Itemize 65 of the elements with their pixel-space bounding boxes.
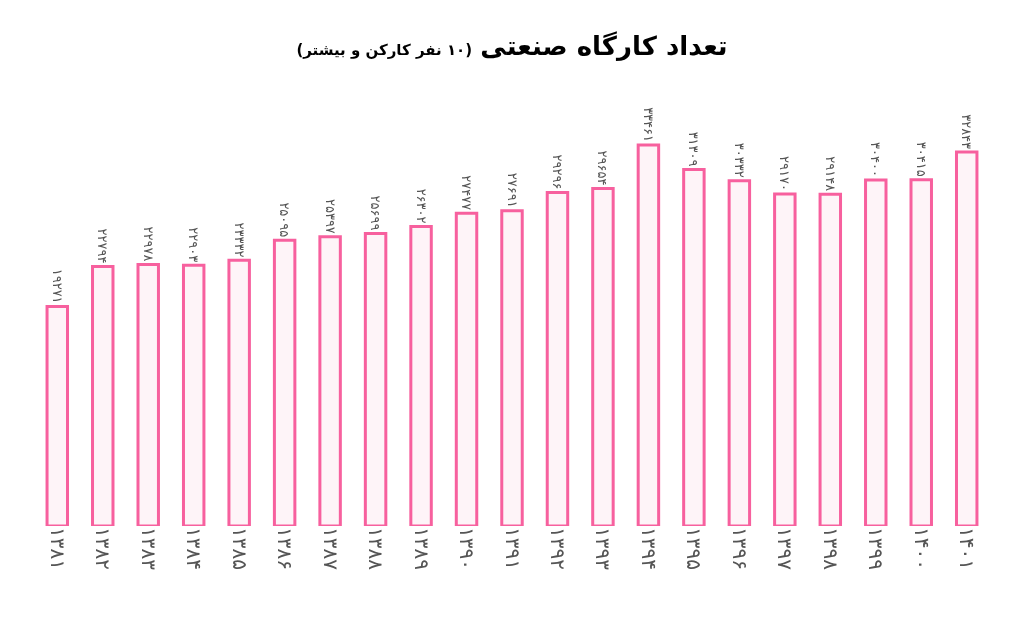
bar xyxy=(682,168,706,526)
x-tick-label: ۱۳۹۴ xyxy=(636,527,661,570)
data-label: ۲۷۴۷۷ xyxy=(459,175,475,211)
data-label: ۲۷۶۹۱ xyxy=(504,172,520,208)
x-tick-label: ۱۳۸۲ xyxy=(91,527,116,570)
bar xyxy=(91,264,115,526)
data-label: ۳۰۳۳۲ xyxy=(731,142,747,178)
x-tick-label: ۱۳۹۱ xyxy=(500,527,525,570)
bar xyxy=(272,238,297,526)
x-tick-label: ۱۳۸۹ xyxy=(409,527,434,570)
data-label: ۳۰۴۰۰ xyxy=(868,141,884,177)
bar xyxy=(864,178,888,526)
x-tick-label: ۱۳۸۷ xyxy=(318,527,343,571)
x-tick-label: ۱۳۹۸ xyxy=(818,527,843,571)
x-tick-label: ۱۳۸۸ xyxy=(364,527,389,571)
x-tick-label: ۱۳۹۰ xyxy=(455,527,480,570)
bar xyxy=(591,186,615,526)
bar xyxy=(136,262,160,526)
data-label: ۲۹۱۷۰ xyxy=(777,155,793,191)
data-label: ۲۵۰۹۵ xyxy=(277,202,293,238)
bar xyxy=(454,211,479,526)
bar xyxy=(409,225,433,526)
bar xyxy=(363,231,388,526)
x-tick-label: ۱۳۸۱ xyxy=(45,527,70,570)
data-label: ۲۲۷۹۴ xyxy=(95,228,111,264)
chart-subtitle: (۱۰ نفر کارکن و بیشتر) xyxy=(296,41,473,60)
data-label: ۲۲۹۷۸ xyxy=(140,226,156,262)
bar xyxy=(45,305,70,526)
bar xyxy=(181,263,206,526)
bar xyxy=(818,192,843,526)
bar xyxy=(954,150,979,526)
data-label: ۲۶۳۰۲ xyxy=(413,188,429,224)
data-label: ۲۲۹۰۳ xyxy=(186,227,202,263)
bar xyxy=(909,178,933,526)
x-tick-label: ۱۴۰۱ xyxy=(955,527,980,570)
data-label: ۲۹۶۵۴ xyxy=(595,150,611,186)
bar xyxy=(500,209,524,526)
bar xyxy=(318,235,342,526)
x-tick-label: ۱۳۹۲ xyxy=(545,527,570,570)
x-tick-label: ۱۳۸۵ xyxy=(227,527,252,570)
x-tick-label: ۱۳۹۵ xyxy=(682,527,707,570)
data-label: ۲۹۲۹۶ xyxy=(549,154,565,190)
x-tick-label: ۱۳۸۳ xyxy=(136,527,161,571)
x-tick-label: ۱۳۹۷ xyxy=(773,527,798,571)
x-tick-label: ۱۴۰۰ xyxy=(909,527,934,570)
chart-title: تعداد کارگاه صنعتی xyxy=(480,31,728,62)
bar xyxy=(227,258,251,526)
x-tick-label: ۱۳۹۳ xyxy=(591,527,616,571)
data-label: ۳۲۸۴۳ xyxy=(959,114,975,150)
x-tick-label: ۱۳۸۴ xyxy=(182,527,207,570)
bar xyxy=(636,143,661,526)
x-tick-label: ۱۳۸۶ xyxy=(273,527,298,570)
x-tick-label: ۱۳۹۶ xyxy=(727,527,752,570)
data-label: ۳۱۳۰۹ xyxy=(686,131,702,167)
x-tick-label: ۱۳۹۹ xyxy=(864,527,889,570)
data-label: ۳۳۴۶۱ xyxy=(640,107,656,143)
data-label: ۳۰۴۱۵ xyxy=(913,141,929,177)
bar xyxy=(545,190,570,526)
data-label: ۲۵۳۹۷ xyxy=(322,198,338,234)
data-label: ۱۹۲۷۱ xyxy=(49,268,65,304)
data-label: ۲۹۱۴۸ xyxy=(822,156,838,192)
data-label: ۲۳۳۳۲ xyxy=(231,222,247,258)
bar xyxy=(727,179,752,526)
data-label: ۲۵۶۹۹ xyxy=(368,195,384,231)
bar xyxy=(773,192,797,526)
